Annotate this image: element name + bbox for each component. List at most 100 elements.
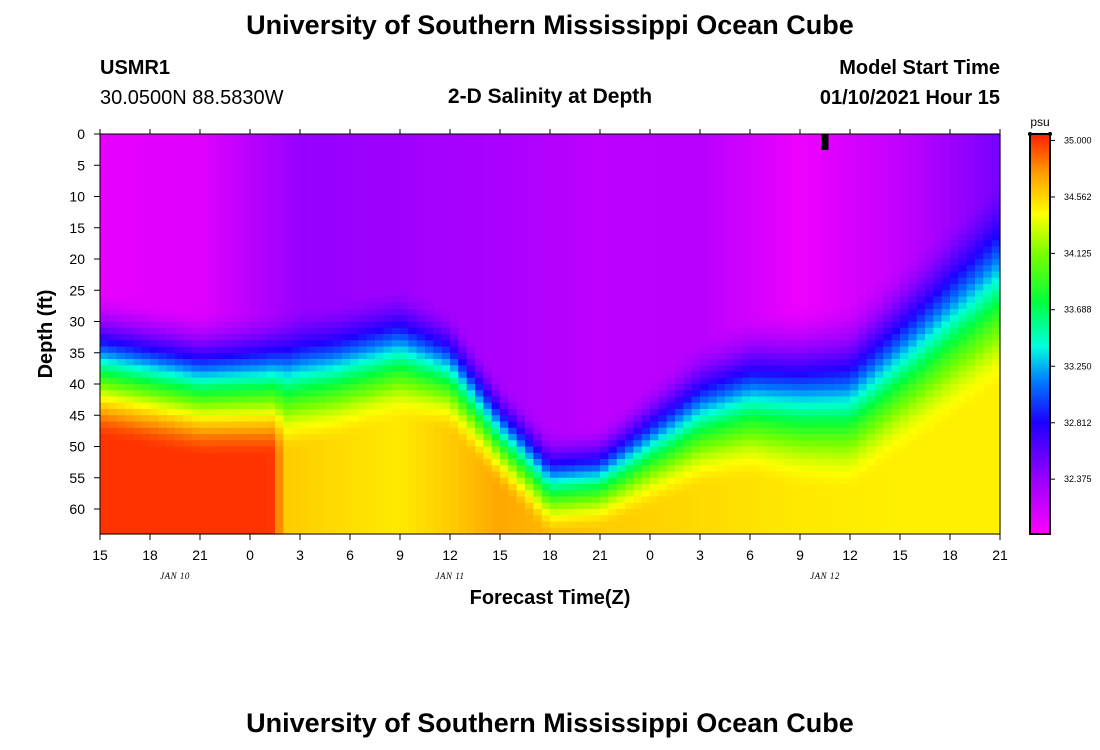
heatmap-cell: [625, 221, 634, 229]
heatmap-cell: [166, 277, 176, 285]
heatmap-cell: [400, 402, 409, 410]
heatmap-cell: [525, 440, 534, 448]
heatmap-cell: [558, 296, 568, 304]
heatmap-cell: [141, 340, 151, 348]
heatmap-cell: [450, 284, 459, 291]
heatmap-cell: [275, 309, 284, 316]
heatmap-cell: [133, 465, 143, 473]
heatmap-cell: [416, 477, 426, 485]
heatmap-cell: [725, 515, 734, 523]
heatmap-cell: [300, 196, 309, 204]
heatmap-cell: [541, 509, 551, 516]
heatmap-cell: [191, 452, 201, 460]
heatmap-cell: [525, 434, 534, 441]
heatmap-cell: [391, 409, 401, 416]
heatmap-cell: [225, 321, 234, 329]
heatmap-cell: [600, 452, 609, 460]
heatmap-cell: [725, 184, 734, 191]
heatmap-cell: [433, 490, 443, 498]
heatmap-cell: [133, 509, 143, 516]
heatmap-cell: [325, 346, 334, 354]
heatmap-cell: [716, 434, 726, 441]
heatmap-cell: [650, 434, 659, 441]
heatmap-cell: [583, 252, 593, 260]
heatmap-cell: [216, 409, 226, 416]
heatmap-cell: [158, 359, 168, 366]
heatmap-cell: [550, 146, 559, 154]
heatmap-cell: [391, 509, 401, 516]
heatmap-cell: [208, 221, 218, 229]
heatmap-cell: [408, 434, 418, 441]
heatmap-cell: [525, 321, 534, 329]
heatmap-cell: [341, 221, 351, 229]
heatmap-cell: [608, 471, 618, 479]
heatmap-cell: [408, 165, 418, 173]
heatmap-cell: [166, 490, 176, 498]
heatmap-cell: [166, 215, 176, 223]
heatmap-cell: [141, 321, 151, 329]
heatmap-cell: [275, 290, 284, 298]
heatmap-cell: [716, 402, 726, 410]
heatmap-cell: [225, 196, 234, 204]
heatmap-cell: [116, 284, 126, 291]
heatmap-cell: [566, 177, 576, 185]
heatmap-cell: [525, 227, 534, 235]
heatmap-cell: [400, 352, 409, 360]
heatmap-cell: [350, 171, 359, 179]
heatmap-cell: [250, 202, 259, 210]
heatmap-cell: [741, 527, 751, 535]
heatmap-cell: [283, 490, 293, 498]
heatmap-cell: [291, 146, 301, 154]
heatmap-cell: [733, 271, 743, 279]
heatmap-cell: [541, 252, 551, 260]
heatmap-cell: [533, 334, 543, 341]
heatmap-cell: [583, 371, 593, 379]
heatmap-cell: [341, 396, 351, 404]
heatmap-cell: [266, 309, 276, 316]
heatmap-cell: [225, 521, 234, 529]
heatmap-cell: [150, 246, 159, 254]
heatmap-cell: [275, 334, 284, 341]
heatmap-cell: [175, 209, 184, 216]
heatmap-cell: [458, 315, 468, 323]
heatmap-cell: [483, 496, 493, 504]
heatmap-cell: [241, 240, 251, 248]
heatmap-cell: [216, 315, 226, 323]
heatmap-cell: [533, 452, 543, 460]
heatmap-cell: [133, 359, 143, 366]
heatmap-cell: [150, 234, 159, 241]
heatmap-cell: [433, 296, 443, 304]
heatmap-cell: [208, 365, 218, 373]
heatmap-cell: [408, 452, 418, 460]
heatmap-cell: [350, 315, 359, 323]
heatmap-cell: [175, 184, 184, 191]
heatmap-cell: [341, 346, 351, 354]
heatmap-cell: [258, 359, 268, 366]
heatmap-cell: [308, 140, 318, 148]
heatmap-cell: [566, 459, 576, 466]
heatmap-cell: [600, 340, 609, 348]
heatmap-cell: [675, 190, 684, 198]
heatmap-cell: [250, 190, 259, 198]
heatmap-cell: [475, 352, 484, 360]
heatmap-cell: [533, 165, 543, 173]
heatmap-cell: [491, 165, 501, 173]
heatmap-cell: [291, 296, 301, 304]
heatmap-cell: [191, 315, 201, 323]
heatmap-cell: [491, 459, 501, 466]
heatmap-cell: [583, 202, 593, 210]
heatmap-cell: [200, 152, 209, 160]
heatmap-cell: [483, 309, 493, 316]
heatmap-cell: [516, 459, 526, 466]
heatmap-cell: [333, 396, 343, 404]
heatmap-cell: [175, 340, 184, 348]
heatmap-cell: [550, 327, 559, 335]
heatmap-cell: [283, 484, 293, 491]
heatmap-cell: [716, 296, 726, 304]
heatmap-cell: [625, 521, 634, 529]
heatmap-cell: [283, 190, 293, 198]
heatmap-cell: [558, 427, 568, 435]
heatmap-cell: [233, 402, 243, 410]
heatmap-cell: [341, 377, 351, 385]
heatmap-cell: [183, 521, 193, 529]
